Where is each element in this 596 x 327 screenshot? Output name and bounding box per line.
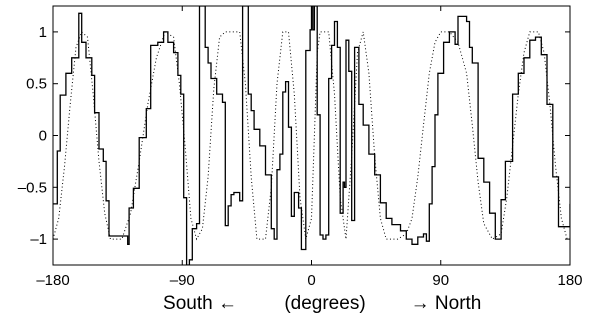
plot-area <box>53 6 570 265</box>
series-layer <box>53 6 570 265</box>
y-tick-label: 1 <box>39 24 47 41</box>
series-solid-line <box>53 6 570 265</box>
x-axis-label-right: → North <box>411 293 482 314</box>
y-tick-label: –0.5 <box>18 179 47 196</box>
x-axis-label-center: (degrees) <box>284 293 365 314</box>
x-axis-label-left: South ← <box>163 293 237 314</box>
x-tick-label: –90 <box>170 272 195 289</box>
x-tick-label: –180 <box>36 272 69 289</box>
x-tick-label: 0 <box>307 272 315 289</box>
y-tick-label: 0 <box>39 128 47 145</box>
y-tick-label: 0.5 <box>26 76 47 93</box>
ticks-layer: –180 –90 0 90 180 1 0.5 0 –0.5 –1 <box>18 6 583 289</box>
series-dotted-line <box>53 31 570 241</box>
y-tick-label: –1 <box>30 231 47 248</box>
x-tick-label: 90 <box>432 272 449 289</box>
x-tick-label: 180 <box>557 272 582 289</box>
